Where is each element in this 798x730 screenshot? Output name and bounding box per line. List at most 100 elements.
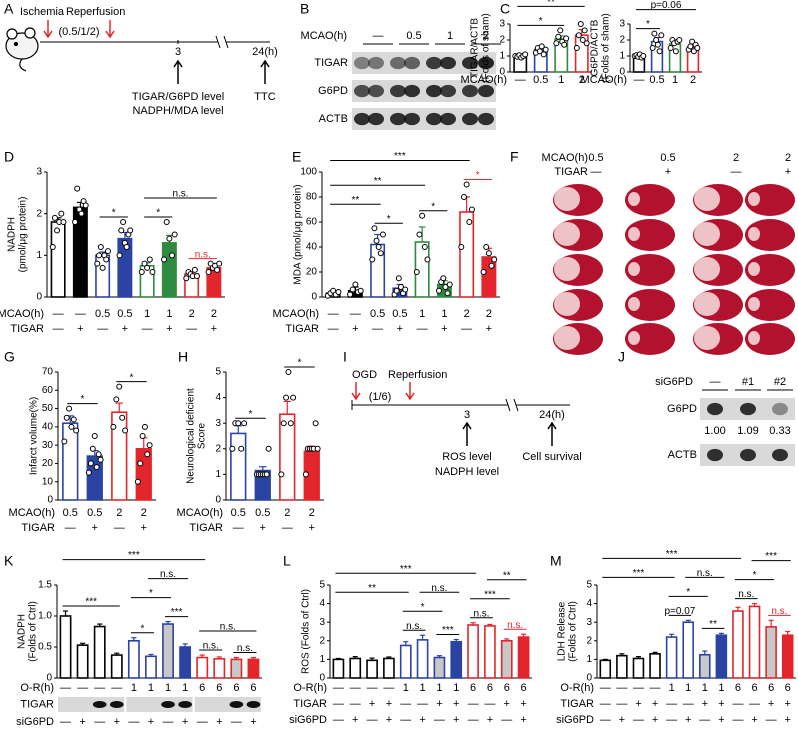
label: Reperfusion xyxy=(388,369,447,381)
row-label: TIGAR xyxy=(189,522,223,534)
row-label: TIGAR xyxy=(10,323,44,335)
dot xyxy=(149,269,156,275)
bar xyxy=(59,615,72,679)
blot-band xyxy=(368,56,384,70)
dot xyxy=(573,45,580,51)
panel-label: M xyxy=(550,553,562,569)
row-value: 0.5 xyxy=(87,507,102,519)
dot xyxy=(393,287,400,294)
arrow xyxy=(351,382,415,401)
panel-label: H xyxy=(178,349,188,365)
significance-label: n.s. xyxy=(406,621,422,632)
bar xyxy=(450,640,463,679)
infarct xyxy=(554,222,580,246)
row-value: 0.5 xyxy=(392,308,407,320)
row-value: 1 xyxy=(702,682,708,694)
y-axis-label: (Folds of sham) xyxy=(601,13,612,82)
lane-label: 0.5 xyxy=(588,152,603,164)
row-value: + xyxy=(504,698,510,710)
row-value: + xyxy=(141,522,147,534)
bar xyxy=(162,623,174,679)
bar xyxy=(332,658,345,679)
row-value: + xyxy=(250,716,256,728)
row-value: + xyxy=(619,714,625,726)
dot xyxy=(97,456,104,463)
row-value: — xyxy=(350,682,361,694)
row-value: — xyxy=(128,716,139,728)
y-tick-label: 40 xyxy=(306,242,318,253)
dot xyxy=(144,451,151,458)
row-label: O-R(h) xyxy=(20,682,54,694)
y-tick-label: 40 xyxy=(42,421,54,432)
row-value: + xyxy=(369,698,375,710)
row-value: — xyxy=(732,714,743,726)
dot xyxy=(397,284,404,290)
blot-band xyxy=(161,701,175,708)
row-value: 0.5 xyxy=(533,74,548,86)
row-value: + xyxy=(79,716,85,728)
significance-label: *** xyxy=(171,607,183,618)
bar xyxy=(179,646,192,679)
row-value: + xyxy=(652,698,658,710)
dot xyxy=(290,394,297,401)
significance-label: * xyxy=(646,19,650,30)
row-value: + xyxy=(77,323,83,335)
dot xyxy=(375,244,382,250)
dot xyxy=(51,214,58,221)
row-value: — xyxy=(616,698,627,710)
dot xyxy=(485,250,492,257)
dot xyxy=(413,269,420,275)
row-value: 6 xyxy=(233,682,239,694)
row-value: 2 xyxy=(189,308,195,320)
significance-label: n.s. xyxy=(237,643,253,654)
row-value: — xyxy=(53,308,64,320)
bar xyxy=(649,653,661,679)
dot xyxy=(287,420,294,427)
bar xyxy=(213,657,226,679)
lane-label: #2 xyxy=(774,376,786,388)
y-tick-label: 3 xyxy=(215,418,221,429)
panel-label: J xyxy=(618,349,625,365)
brain-slice xyxy=(745,323,795,355)
significance-label: n.s. xyxy=(160,569,176,580)
significance-label: ** xyxy=(368,583,376,594)
row-label: siG6PD xyxy=(655,376,693,388)
brain-slice xyxy=(745,254,795,286)
infarct xyxy=(628,192,640,206)
dot xyxy=(349,286,356,293)
dot xyxy=(419,212,426,219)
y-axis-label: Neurological deficient xyxy=(186,388,197,484)
dot xyxy=(312,420,319,427)
row-value: 1 xyxy=(718,682,724,694)
row-value: 1 xyxy=(441,308,447,320)
dot xyxy=(667,45,674,51)
row-label: TIGAR xyxy=(285,323,319,335)
mouse-icon xyxy=(5,27,39,72)
dot xyxy=(538,43,545,50)
row-value: — xyxy=(328,308,339,320)
row-value: — xyxy=(142,323,153,335)
y-axis-label: MDA (pmol/μg protein) xyxy=(293,184,304,284)
significance-label: n.s. xyxy=(507,620,523,631)
row-value: 1 xyxy=(669,682,675,694)
dot xyxy=(640,53,647,59)
row-value: + xyxy=(520,698,526,710)
row-label: MCAO(h) xyxy=(461,74,507,86)
row-value: + xyxy=(216,716,222,728)
blot-band xyxy=(229,701,244,708)
row-value: + xyxy=(718,714,724,726)
dot xyxy=(302,471,309,478)
dot xyxy=(70,416,77,423)
dot xyxy=(283,394,290,401)
panel-label: E xyxy=(292,149,301,165)
row-value: + xyxy=(260,522,266,534)
y-tick-label: 0 xyxy=(586,673,592,684)
arrow xyxy=(260,59,270,84)
row-value: — xyxy=(461,323,472,335)
dot xyxy=(395,275,402,282)
arrow xyxy=(43,20,115,39)
y-tick-label: 3 xyxy=(586,617,592,628)
row-value: 0.5 xyxy=(255,507,270,519)
dot xyxy=(144,264,151,271)
dot xyxy=(583,40,590,47)
